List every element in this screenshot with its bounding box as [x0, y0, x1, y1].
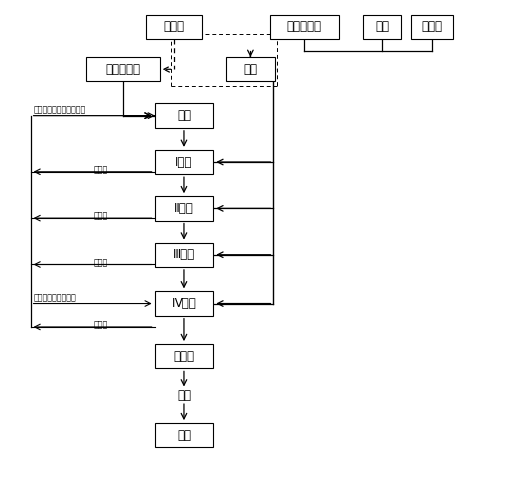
Text: Ⅱ期料: Ⅱ期料: [174, 202, 194, 215]
Text: 铸錖: 铸錖: [177, 389, 191, 402]
Bar: [226, 57, 275, 81]
Text: 出贫渣: 出贫渣: [94, 165, 108, 174]
Bar: [154, 243, 214, 267]
Text: 氧化钙: 氧化钙: [421, 20, 443, 33]
Text: 钒酸铁物料: 钒酸铁物料: [105, 63, 140, 76]
Text: 底料: 底料: [177, 109, 191, 122]
Text: 出贫渣: 出贫渣: [94, 212, 108, 221]
Text: 钒酸铁物料: 钒酸铁物料: [287, 20, 321, 33]
Bar: [85, 57, 159, 81]
Bar: [154, 196, 214, 221]
Text: Ⅰ期料: Ⅰ期料: [175, 156, 193, 168]
Bar: [154, 423, 214, 447]
Text: 钒铁水: 钒铁水: [173, 350, 195, 363]
Bar: [270, 15, 338, 39]
Text: 加强铝铁或纯铝精炼: 加强铝铁或纯铝精炼: [33, 293, 76, 302]
Bar: [363, 15, 402, 39]
Bar: [411, 15, 453, 39]
Text: Ⅳ期料: Ⅳ期料: [172, 297, 196, 310]
Bar: [154, 291, 214, 316]
Text: 钒铁: 钒铁: [177, 429, 191, 442]
Bar: [154, 103, 214, 128]
Bar: [146, 15, 202, 39]
Bar: [154, 344, 214, 368]
Text: 氧化钒: 氧化钒: [163, 20, 184, 33]
Text: 出贫渣: 出贫渣: [94, 258, 108, 267]
Text: 硅铁: 硅铁: [375, 20, 389, 33]
Bar: [154, 150, 214, 174]
Text: 混料: 混料: [243, 63, 258, 76]
Text: 出精渣: 出精渣: [94, 321, 108, 329]
Text: 加冷渣、精渣、（皮钒）: 加冷渣、精渣、（皮钒）: [33, 106, 85, 115]
Text: Ⅲ期料: Ⅲ期料: [173, 248, 195, 261]
